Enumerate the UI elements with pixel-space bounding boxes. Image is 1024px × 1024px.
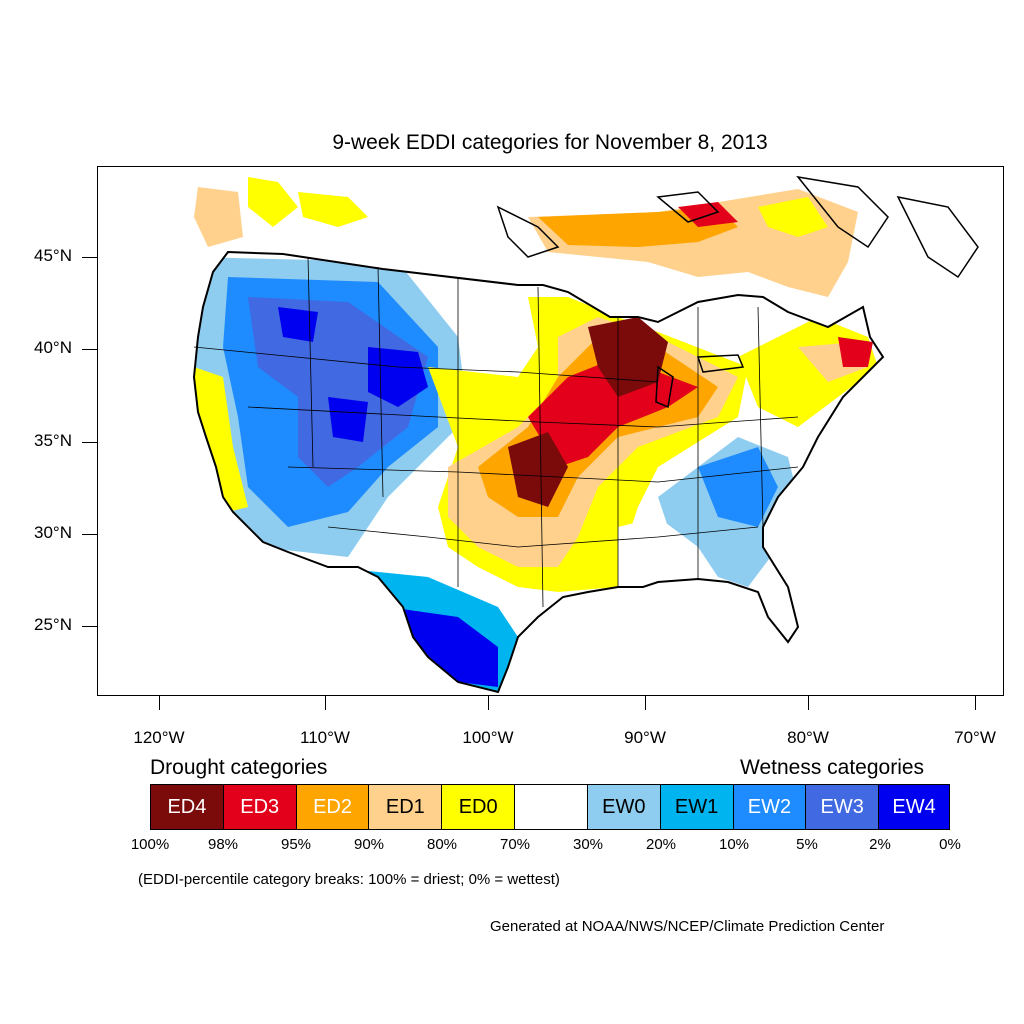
state-boundaries (193, 256, 799, 608)
legend-swatch-ew1: EW1 (660, 785, 734, 829)
legend-swatch-ew4: EW4 (879, 785, 949, 829)
lon-label-80: 80°W (787, 728, 829, 747)
lon-label-70: 70°W (954, 728, 996, 747)
percentile-label: 2% (869, 836, 891, 853)
lat-tick (82, 257, 97, 258)
percentile-label: 5% (796, 836, 818, 853)
legend-swatch-ed1: ED1 (369, 785, 443, 829)
eddi-map (192, 175, 979, 694)
neighbor-region (194, 177, 858, 297)
coastline (496, 175, 979, 409)
lat-label-35: 35°N (34, 431, 72, 450)
lat-label-25: 25°N (34, 615, 72, 634)
map-title: 9-week EDDI categories for November 8, 2… (332, 131, 768, 154)
drought-heading: Drought categories (150, 756, 328, 779)
country-outline (192, 250, 885, 694)
lon-tick (808, 696, 809, 710)
lon-tick (325, 696, 326, 710)
lat-label-30: 30°N (34, 523, 72, 542)
legend-swatch-ed4: ED4 (151, 785, 224, 829)
percentile-label: 95% (280, 836, 312, 853)
percentile-label: 30% (572, 836, 604, 853)
percentile-label: 20% (645, 836, 677, 853)
wetness-heading: Wetness categories (740, 756, 925, 779)
legend-swatch-neutral (515, 785, 588, 829)
legend-swatch-ed3: ED3 (223, 785, 297, 829)
lon-tick (159, 696, 160, 710)
lat-tick (82, 534, 97, 535)
lon-tick (488, 696, 489, 710)
lon-tick (975, 696, 976, 710)
percentile-label: 10% (718, 836, 750, 853)
legend-swatch-ed2: ED2 (296, 785, 370, 829)
lon-tick (645, 696, 646, 710)
percentile-label: 90% (353, 836, 385, 853)
percentile-label: 70% (499, 836, 531, 853)
lon-label-120: 120°W (133, 728, 185, 747)
credit-line: Generated at NOAA/NWS/NCEP/Climate Predi… (490, 918, 885, 935)
lon-label-110: 110°W (300, 728, 350, 747)
map-frame (97, 166, 1004, 696)
category-note: (EDDI-percentile category breaks: 100% =… (138, 871, 560, 888)
percentile-label: 80% (426, 836, 458, 853)
lon-label-100: 100°W (462, 728, 514, 747)
lon-label-90: 90°W (624, 728, 666, 747)
legend-swatch-ed0: ED0 (442, 785, 516, 829)
lat-tick (82, 442, 97, 443)
lat-label-40: 40°N (34, 338, 72, 357)
percentile-label: 0% (939, 836, 961, 853)
legend-colorbar: ED4 ED3 ED2 ED1 ED0 EW0 EW1 EW2 EW3 EW4 (150, 784, 950, 830)
legend-swatch-ew3: EW3 (806, 785, 880, 829)
lat-tick (82, 349, 97, 350)
percentile-label: 100% (130, 836, 170, 853)
legend-swatch-ew2: EW2 (733, 785, 807, 829)
lat-tick (82, 626, 97, 627)
percentile-label: 98% (207, 836, 239, 853)
lat-label-45: 45°N (34, 246, 72, 265)
legend-swatch-ew0: EW0 (587, 785, 661, 829)
